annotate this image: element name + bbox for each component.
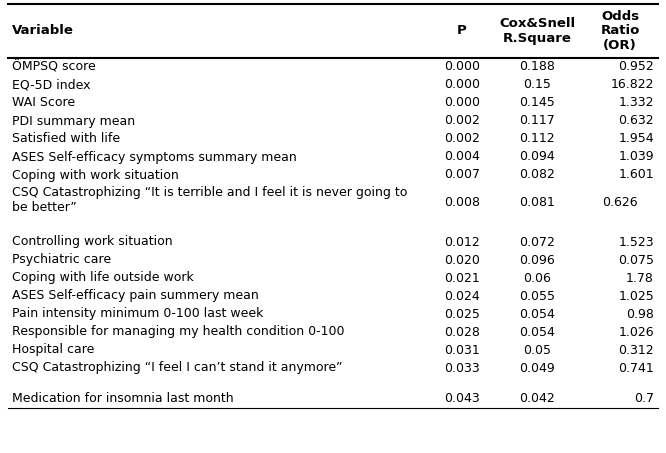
Text: be better”: be better” xyxy=(12,201,77,214)
Text: 0.004: 0.004 xyxy=(444,150,480,164)
Text: 0.028: 0.028 xyxy=(444,326,480,338)
Text: 0.075: 0.075 xyxy=(618,254,654,266)
Text: WAI Score: WAI Score xyxy=(12,96,75,110)
Text: 0.002: 0.002 xyxy=(444,115,480,127)
Text: Medication for insomnia last month: Medication for insomnia last month xyxy=(12,392,234,405)
Text: 0.024: 0.024 xyxy=(444,289,480,303)
Text: Cox&Snell
R.Square: Cox&Snell R.Square xyxy=(499,17,575,45)
Text: Coping with life outside work: Coping with life outside work xyxy=(12,271,194,284)
Text: Odds
Ratio
(OR): Odds Ratio (OR) xyxy=(600,10,639,53)
Text: 1.025: 1.025 xyxy=(618,289,654,303)
Text: ASES Self-efficacy symptoms summary mean: ASES Self-efficacy symptoms summary mean xyxy=(12,150,297,164)
Text: 0.008: 0.008 xyxy=(444,196,480,208)
Text: 1.039: 1.039 xyxy=(618,150,654,164)
Text: PDI summary mean: PDI summary mean xyxy=(12,115,135,127)
Text: 1.601: 1.601 xyxy=(618,169,654,182)
Text: Satisfied with life: Satisfied with life xyxy=(12,132,120,145)
Text: 0.632: 0.632 xyxy=(618,115,654,127)
Text: 1.026: 1.026 xyxy=(618,326,654,338)
Text: 1.332: 1.332 xyxy=(619,96,654,110)
Text: 0.096: 0.096 xyxy=(519,254,555,266)
Text: 0.094: 0.094 xyxy=(519,150,555,164)
Text: 0.15: 0.15 xyxy=(523,78,551,92)
Text: 0.117: 0.117 xyxy=(519,115,555,127)
Text: 0.054: 0.054 xyxy=(519,326,555,338)
Text: 0.000: 0.000 xyxy=(444,61,480,73)
Text: 0.98: 0.98 xyxy=(626,308,654,321)
Text: Psychiatric care: Psychiatric care xyxy=(12,254,111,266)
Text: 0.042: 0.042 xyxy=(519,392,555,405)
Text: 0.081: 0.081 xyxy=(519,196,555,208)
Text: 0.002: 0.002 xyxy=(444,132,480,145)
Text: Controlling work situation: Controlling work situation xyxy=(12,236,172,249)
Text: 0.626: 0.626 xyxy=(602,196,638,208)
Text: 0.7: 0.7 xyxy=(634,392,654,405)
Text: 0.082: 0.082 xyxy=(519,169,555,182)
Text: 0.021: 0.021 xyxy=(444,271,480,284)
Text: 0.055: 0.055 xyxy=(519,289,555,303)
Text: 0.145: 0.145 xyxy=(519,96,555,110)
Text: ÖMPSQ score: ÖMPSQ score xyxy=(12,61,96,73)
Text: 1.523: 1.523 xyxy=(618,236,654,249)
Text: CSQ Catastrophizing “It is terrible and I feel it is never going to: CSQ Catastrophizing “It is terrible and … xyxy=(12,186,408,199)
Text: 0.312: 0.312 xyxy=(618,343,654,357)
Text: 0.952: 0.952 xyxy=(618,61,654,73)
Text: Coping with work situation: Coping with work situation xyxy=(12,169,178,182)
Text: ASES Self-efficacy pain summery mean: ASES Self-efficacy pain summery mean xyxy=(12,289,259,303)
Text: 0.007: 0.007 xyxy=(444,169,480,182)
Text: 0.000: 0.000 xyxy=(444,78,480,92)
Text: 0.000: 0.000 xyxy=(444,96,480,110)
Text: 16.822: 16.822 xyxy=(611,78,654,92)
Text: Pain intensity minimum 0-100 last week: Pain intensity minimum 0-100 last week xyxy=(12,308,263,321)
Text: Variable: Variable xyxy=(12,24,74,38)
Text: 0.043: 0.043 xyxy=(444,392,480,405)
Text: Hospital care: Hospital care xyxy=(12,343,95,357)
Text: 0.054: 0.054 xyxy=(519,308,555,321)
Text: 0.06: 0.06 xyxy=(523,271,551,284)
Text: 0.112: 0.112 xyxy=(519,132,555,145)
Text: 0.741: 0.741 xyxy=(618,361,654,375)
Text: 0.033: 0.033 xyxy=(444,361,480,375)
Text: 0.020: 0.020 xyxy=(444,254,480,266)
Text: 1.954: 1.954 xyxy=(618,132,654,145)
Text: Responsible for managing my health condition 0-100: Responsible for managing my health condi… xyxy=(12,326,344,338)
Text: EQ-5D index: EQ-5D index xyxy=(12,78,91,92)
Text: 0.031: 0.031 xyxy=(444,343,480,357)
Text: 0.049: 0.049 xyxy=(519,361,555,375)
Text: 0.012: 0.012 xyxy=(444,236,480,249)
Text: 0.188: 0.188 xyxy=(519,61,555,73)
Text: 0.025: 0.025 xyxy=(444,308,480,321)
Text: 1.78: 1.78 xyxy=(626,271,654,284)
Text: 0.05: 0.05 xyxy=(523,343,551,357)
Text: P: P xyxy=(457,24,467,38)
Text: CSQ Catastrophizing “I feel I can’t stand it anymore”: CSQ Catastrophizing “I feel I can’t stan… xyxy=(12,361,342,375)
Text: 0.072: 0.072 xyxy=(519,236,555,249)
